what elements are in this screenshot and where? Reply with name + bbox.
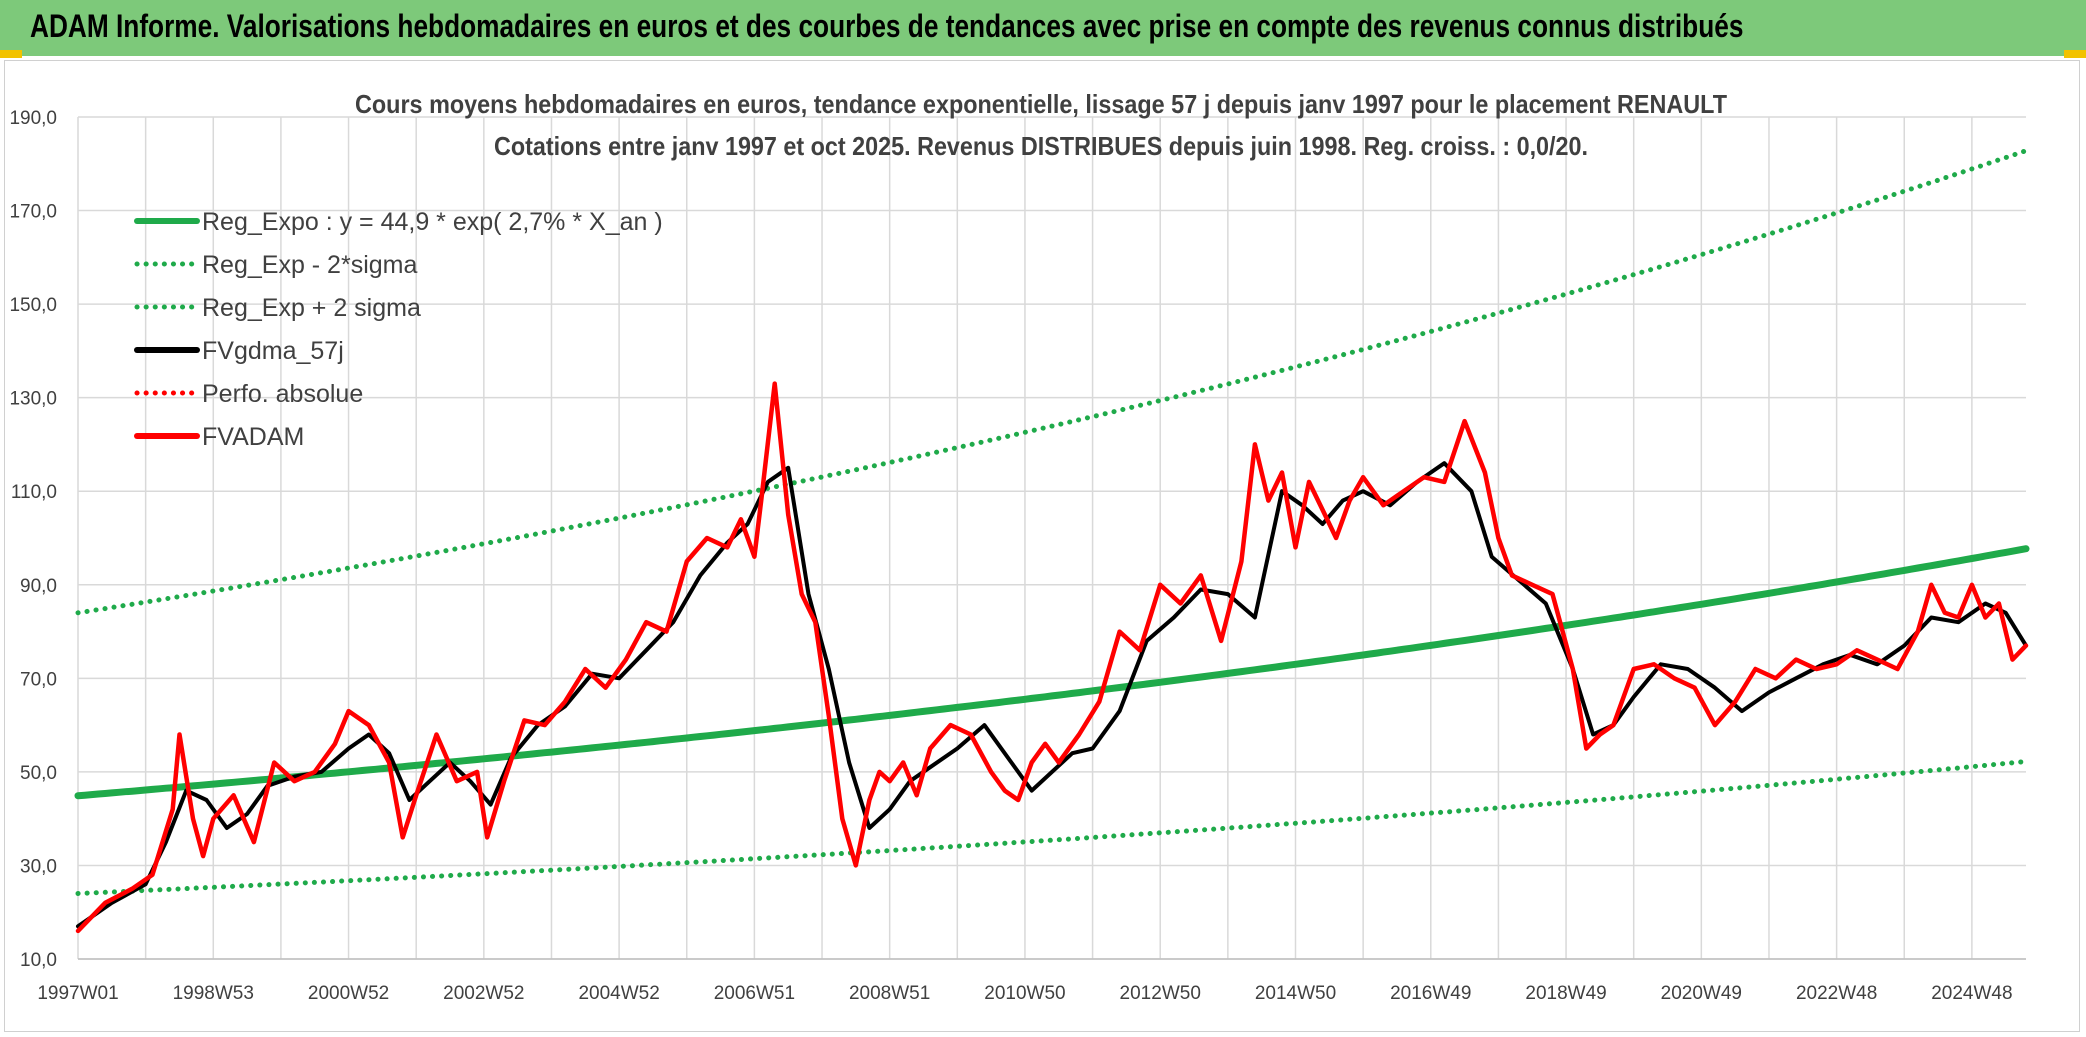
- y-axis-ticks: 10,0 30,0 50,0 70,0 90,0 110,0 130,0 150,0 170,0…: [9, 108, 57, 971]
- legend: Reg_Expo : y = 44,9 * exp( 2,7% * X_an )…: [134, 208, 663, 451]
- header-corner-left: [0, 50, 22, 58]
- y-tick-label: 170,0: [9, 202, 57, 223]
- x-tick-label: 2006W51: [714, 983, 795, 1004]
- x-tick-label: 1997W01: [37, 983, 118, 1004]
- x-tick-label: 2010W50: [984, 983, 1065, 1004]
- x-tick-label: 2002W52: [443, 983, 524, 1004]
- y-tick-label: 190,0: [9, 108, 57, 129]
- chart-frame: [4, 60, 2080, 1032]
- series-line-reg-exp-2-sigma: [75, 759, 2029, 896]
- report-title: ADAM Informe. Valorisations hebdomadaire…: [30, 8, 1744, 44]
- y-tick-label: 70,0: [20, 669, 57, 690]
- legend-label: Reg_Exp - 2*sigma: [202, 251, 417, 279]
- x-tick-label: 2012W50: [1120, 983, 1201, 1004]
- legend-label: Reg_Expo : y = 44,9 * exp( 2,7% * X_an ): [202, 208, 663, 236]
- y-tick-label: 90,0: [20, 576, 57, 597]
- header-corner-right: [2064, 50, 2086, 58]
- legend-label: FVgdma_57j: [202, 337, 344, 365]
- x-axis-ticks: 1997W01 1998W53 2000W52 2002W52 2004W52 2006W…: [37, 983, 2012, 1004]
- chart-title: Cours moyens hebdomadaires en euros, ten…: [355, 89, 1727, 119]
- x-tick-label: 2008W51: [849, 983, 930, 1004]
- x-tick-label: 1998W53: [173, 983, 254, 1004]
- grid: [77, 116, 2026, 960]
- series-line-fvadam: [75, 381, 2029, 934]
- legend-label: FVADAM: [202, 423, 304, 451]
- x-tick-label: 2020W49: [1661, 983, 1742, 1004]
- legend-label: Perfo. absolue: [202, 380, 363, 408]
- chart-subtitle: Cotations entre janv 1997 et oct 2025. R…: [494, 131, 1588, 161]
- series: [74, 148, 2030, 934]
- series-line-reg-expo: [74, 545, 2030, 800]
- series-line-reg-exp-2-sigma: [75, 148, 2029, 616]
- y-tick-label: 10,0: [20, 950, 57, 971]
- x-tick-label: 2024W48: [1931, 983, 2012, 1004]
- y-tick-label: 50,0: [20, 763, 57, 784]
- x-tick-label: 2004W52: [578, 983, 659, 1004]
- x-tick-label: 2016W49: [1390, 983, 1471, 1004]
- y-tick-label: 130,0: [9, 389, 57, 410]
- x-tick-label: 2000W52: [308, 983, 389, 1004]
- report-header: ADAM Informe. Valorisations hebdomadaire…: [0, 0, 2086, 58]
- x-tick-label: 2014W50: [1255, 983, 1336, 1004]
- y-tick-label: 110,0: [11, 482, 57, 503]
- y-tick-label: 30,0: [20, 856, 57, 877]
- series-line-fvgdma-57j: [76, 461, 2028, 929]
- legend-label: Reg_Exp + 2 sigma: [202, 294, 421, 322]
- y-tick-label: 150,0: [9, 295, 57, 316]
- x-tick-label: 2022W48: [1796, 983, 1877, 1004]
- x-tick-label: 2018W49: [1525, 983, 1606, 1004]
